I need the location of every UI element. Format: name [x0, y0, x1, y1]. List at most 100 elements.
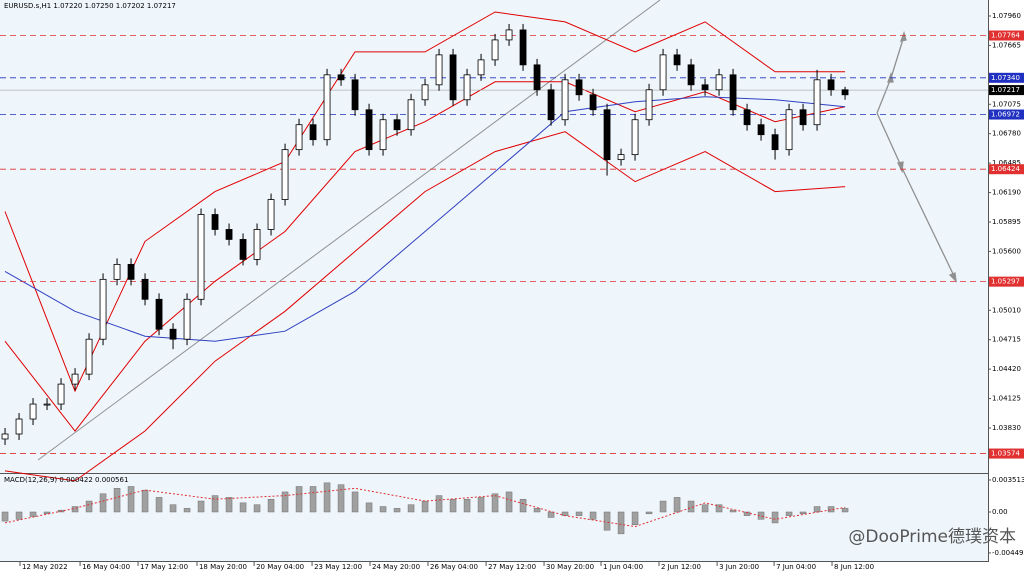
macd-bar [281, 491, 289, 513]
macd-bar [421, 500, 429, 513]
candle-body [505, 29, 513, 41]
candle-body [239, 239, 247, 260]
macd-bar [225, 497, 233, 513]
macd-bar [183, 508, 191, 513]
macd-bar [253, 504, 261, 513]
macd-bar [337, 484, 345, 513]
macd-bar [29, 511, 37, 517]
candle-body [687, 64, 695, 86]
candle-body [463, 74, 471, 101]
macd-bar [1, 511, 9, 522]
macd-bar [799, 511, 807, 515]
x-tick-label: 1 Jun 04:00 [603, 563, 643, 571]
macd-bar [295, 486, 303, 513]
macd-bar [323, 482, 331, 513]
macd-bar [141, 489, 149, 513]
candle-body [99, 278, 107, 340]
x-tick-label: 17 May 12:00 [140, 563, 188, 571]
candle-body [29, 403, 37, 420]
y-tick-label: 1.07665 [992, 41, 1021, 49]
macd-bar [687, 500, 695, 513]
candle-body [71, 373, 79, 385]
y-tick-label: -0.004493 [992, 549, 1024, 557]
x-tick-label: 8 Jun 12:00 [834, 563, 874, 571]
x-tick-label: 2 Jun 12:00 [661, 563, 701, 571]
macd-bar [533, 508, 541, 513]
macd-bar [239, 502, 247, 513]
y-tick-label: 1.04125 [992, 395, 1021, 403]
candle-body [659, 54, 667, 91]
plot-background [0, 0, 988, 562]
macd-bar [715, 504, 723, 513]
candle-body [1, 433, 9, 440]
macd-bar [407, 504, 415, 513]
candle-body [561, 79, 569, 121]
candle-body [155, 298, 163, 330]
x-tick-label: 3 Jun 20:00 [719, 563, 759, 571]
candle-body [617, 154, 625, 161]
macd-bar [267, 498, 275, 513]
y-tick-label: 1.05600 [992, 247, 1021, 255]
macd-bar [491, 493, 499, 513]
macd-title: MACD(12,26,9) 0.000422 0.000561 [4, 476, 128, 484]
macd-bar [505, 491, 513, 513]
indicator-line [4, 131, 846, 482]
candle-body [43, 403, 51, 406]
macd-bar [841, 508, 849, 513]
chart-title: EURUSD.s,H1 1.07220 1.07250 1.07202 1.07… [4, 2, 176, 10]
candle-body [771, 134, 779, 151]
macd-bar [547, 511, 555, 518]
price-level-tag [989, 276, 1024, 287]
indicator-line [4, 11, 846, 393]
macd-bar [673, 497, 681, 513]
macd-bar [351, 491, 359, 513]
candle-body [407, 99, 415, 131]
candle-body [197, 214, 205, 300]
macd-bar [575, 511, 583, 516]
y-tick-label: 1.03830 [992, 424, 1021, 432]
candle-body [169, 328, 177, 340]
candle-body [701, 84, 709, 91]
macd-bar [365, 502, 373, 513]
x-tick-label: 27 May 12:00 [488, 563, 536, 571]
candle-body [365, 109, 373, 151]
watermark: @DooPrime德璞资本 [848, 527, 1016, 547]
candle-body [281, 149, 289, 200]
macd-bar [771, 511, 779, 524]
candle-body [519, 29, 527, 66]
candle-body [435, 54, 443, 86]
macd-bar [463, 498, 471, 513]
price-level-label: 1.07217 [991, 86, 1020, 94]
candle-body [715, 74, 723, 91]
candle-body [85, 338, 93, 375]
y-tick-label: 1.06780 [992, 130, 1021, 138]
macd-bar [309, 486, 317, 513]
candle-body [141, 278, 149, 300]
candle-body [491, 39, 499, 61]
price-level-label: 1.07764 [991, 32, 1020, 40]
price-level-tag [989, 164, 1024, 175]
y-tick-label: 1.05895 [992, 218, 1021, 226]
candle-body [729, 74, 737, 111]
candle-body [589, 94, 597, 111]
indicator-line [4, 487, 846, 528]
macd-bar [603, 511, 611, 531]
macd-bar [435, 495, 443, 513]
macd-bar [169, 504, 177, 513]
x-tick-label: 20 May 04:00 [256, 563, 304, 571]
candle-body [15, 418, 23, 435]
x-tick-label: 26 May 04:00 [430, 563, 478, 571]
macd-bar [85, 500, 93, 513]
y-tick-label: 0.00 [992, 508, 1008, 516]
macd-bar [813, 506, 821, 513]
trend-line [37, 0, 661, 461]
price-level-label: 1.05297 [991, 278, 1020, 286]
price-level-tag [989, 72, 1024, 83]
macd-bar [785, 511, 793, 516]
candle-body [337, 74, 345, 81]
y-tick-label: 1.04715 [992, 336, 1021, 344]
y-tick-label: 1.04420 [992, 365, 1021, 373]
price-level-tag [989, 30, 1024, 41]
candle-body [547, 89, 555, 121]
candle-body [183, 298, 191, 340]
